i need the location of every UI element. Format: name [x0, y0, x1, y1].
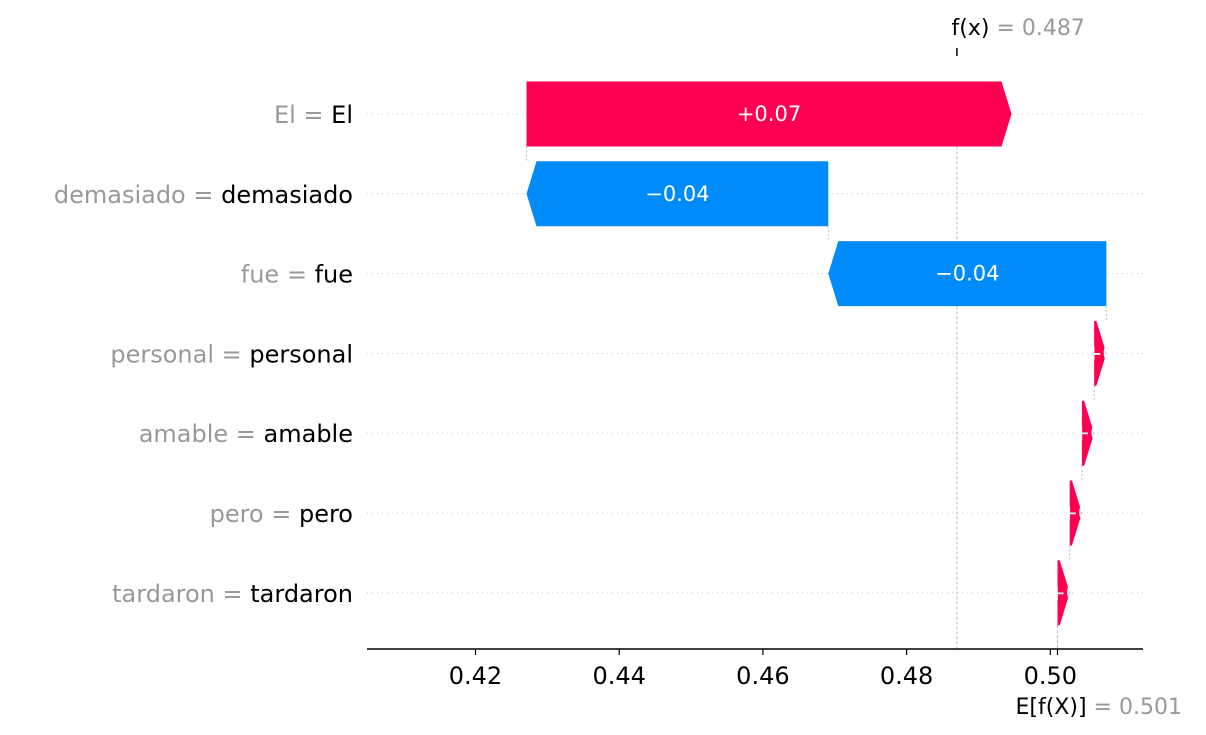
- positive-contribution-bar: [1081, 400, 1095, 466]
- bar-value-label: +0: [1085, 341, 1116, 365]
- x-tick-label: 0.46: [736, 662, 789, 690]
- feature-value: personal: [249, 340, 353, 368]
- feature-name: pero =: [210, 500, 299, 528]
- base-value: 0.501: [1119, 695, 1182, 720]
- feature-label: El = El: [274, 101, 353, 129]
- feature-label: pero = pero: [210, 500, 353, 528]
- feature-name: demasiado =: [54, 181, 221, 209]
- feature-label: fue = fue: [241, 261, 353, 289]
- output-value-label: f(x): [952, 16, 990, 41]
- positive-contribution-bar: [1069, 480, 1082, 546]
- base-value-label: E[f(X)]: [1015, 695, 1086, 720]
- bar-value-label: −0.04: [935, 262, 999, 286]
- feature-label: personal = personal: [110, 340, 353, 368]
- bar-value-label: +0: [1048, 581, 1079, 605]
- feature-labels: +0.07 El = El −0.04 demasiado = demasiado −0…: [54, 101, 1116, 608]
- feature-value: amable: [264, 420, 353, 448]
- feature-value: tardaron: [250, 580, 353, 608]
- bar-value-label: +0: [1073, 421, 1104, 445]
- feature-label: tardaron = tardaron: [112, 580, 353, 608]
- feature-value: demasiado: [221, 181, 353, 209]
- base-value-annotation: E[f(X)] = 0.501: [1015, 695, 1181, 720]
- x-axis: 0.42 0.44 0.46 0.48 0.50: [367, 648, 1143, 690]
- positive-contribution-bar: [1057, 560, 1070, 626]
- feature-label: amable = amable: [139, 420, 353, 448]
- positive-contribution-bar: [1094, 320, 1107, 386]
- feature-label: demasiado = demasiado: [54, 181, 353, 209]
- feature-name: El =: [274, 101, 331, 129]
- x-tick-label: 0.50: [1024, 662, 1077, 690]
- svg-text:E[f(X)] = 0.501: E[f(X)] = 0.501: [1015, 695, 1181, 720]
- feature-name: tardaron =: [112, 580, 250, 608]
- output-value-annotation: f(x) = 0.487: [952, 16, 1085, 41]
- negative-contribution-bar: [828, 241, 1107, 307]
- feature-name: personal =: [110, 340, 249, 368]
- x-tick-label: 0.48: [880, 662, 933, 690]
- output-value: 0.487: [1022, 16, 1085, 41]
- feature-value: fue: [315, 261, 353, 289]
- reference-lines: [526, 48, 1107, 649]
- bar-value-label: −0.04: [645, 182, 709, 206]
- negative-contribution-bar: [526, 161, 829, 227]
- positive-contribution-bar: [526, 81, 1012, 147]
- feature-value: pero: [299, 500, 353, 528]
- x-tick-label: 0.44: [592, 662, 645, 690]
- feature-name: fue =: [241, 261, 315, 289]
- bar-value-label: +0.07: [737, 102, 801, 126]
- x-tick-label: 0.42: [449, 662, 502, 690]
- feature-value: El: [331, 101, 353, 129]
- svg-text:f(x) = 0.487: f(x) = 0.487: [952, 16, 1085, 41]
- bar-value-label: +0: [1060, 501, 1091, 525]
- feature-name: amable =: [139, 420, 264, 448]
- contribution-bars: [526, 81, 1107, 626]
